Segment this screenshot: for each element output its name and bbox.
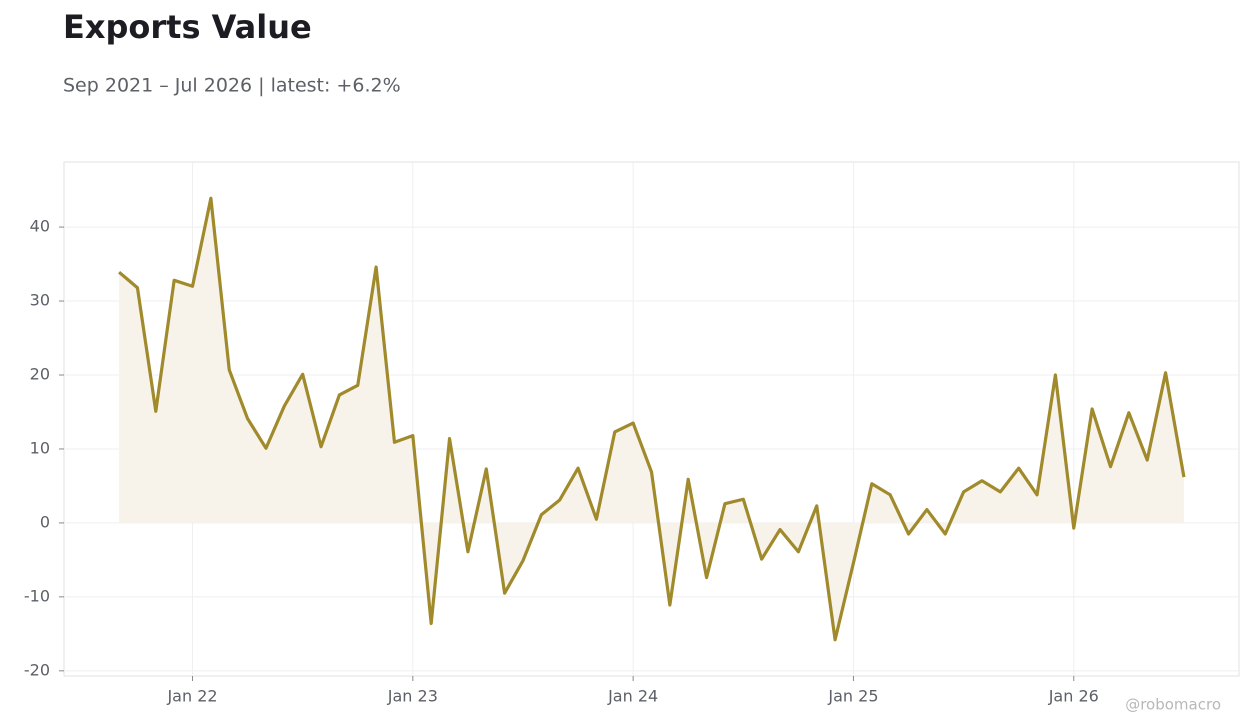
x-tick-label: Jan 23	[387, 687, 438, 706]
chart-title: Exports Value	[63, 8, 312, 46]
y-tick-label: -10	[24, 586, 50, 605]
plot-frame	[63, 161, 1240, 677]
y-tick-label: 40	[30, 217, 50, 236]
y-tick-label: 20	[30, 364, 50, 383]
chart-subtitle: Sep 2021 – Jul 2026 | latest: +6.2%	[63, 75, 401, 97]
x-tick-label: Jan 24	[607, 687, 658, 706]
line	[118, 196, 1186, 642]
y-tick-label: -20	[24, 660, 50, 679]
x-tick-label: Jan 25	[827, 687, 878, 706]
y-tick-label: 10	[30, 438, 50, 457]
y-tick-label: 0	[40, 512, 50, 531]
x-tick-label: Jan 22	[166, 687, 217, 706]
x-tick-label: Jan 26	[1048, 687, 1099, 706]
credit: @robomacro	[1125, 696, 1221, 714]
y-tick-label: 30	[30, 291, 50, 310]
